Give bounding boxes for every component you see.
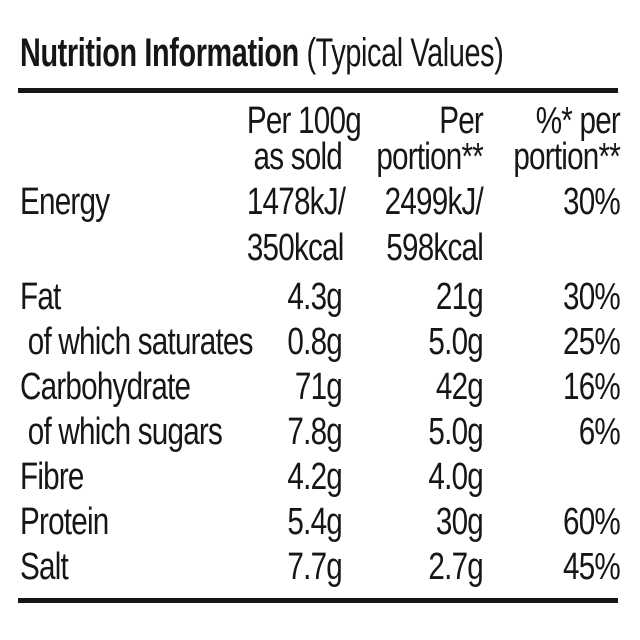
percent-value-text: 16%	[563, 366, 621, 408]
title-suffix: (Typical Values)	[298, 31, 504, 75]
per-100g-value: 7.7g	[220, 545, 342, 590]
table-header-row: Per 100g as sold Per portion** %* per po…	[20, 100, 621, 178]
nutrient-label: Fat	[20, 275, 220, 320]
per-portion-value-line1: 2499kJ/	[384, 181, 484, 223]
table-row-energy: Energy 1478kJ/ 350kcal 2499kJ/ 598kcal 3…	[20, 179, 621, 271]
per-portion-value-text: 5.0g	[428, 411, 483, 453]
nutrient-label-text: Energy	[20, 181, 110, 223]
divider-top	[18, 88, 618, 93]
header-per-portion: Per portion**	[342, 100, 484, 178]
per-portion-value: 5.0g	[342, 410, 483, 455]
header-per-portion-line2: portion**	[376, 136, 483, 178]
per-portion-value: 42g	[342, 365, 484, 410]
per-100g-value: 1478kJ/ 350kcal	[220, 179, 346, 271]
per-100g-value-text: 5.4g	[287, 501, 342, 543]
header-per-100g-line1: Per 100g	[246, 100, 362, 142]
nutrient-label: Carbohydrate	[20, 365, 220, 410]
header-per-100g-line2: as sold	[253, 136, 343, 178]
header-percent-portion: %* per portion**	[483, 100, 621, 178]
nutrient-label-text: of which saturates	[27, 321, 254, 363]
percent-value: 45%	[483, 545, 621, 590]
percent-value-text: 30%	[563, 181, 621, 223]
table-row-fat: Fat 4.3g 21g 30%	[20, 275, 621, 320]
per-portion-value-text: 2.7g	[428, 546, 483, 588]
per-portion-value: 21g	[342, 275, 484, 320]
page-title-text: Nutrition Information (Typical Values)	[20, 26, 504, 80]
per-100g-value-line1: 1478kJ/	[246, 181, 346, 223]
percent-value-text: 6%	[578, 411, 621, 453]
per-100g-value-text: 4.3g	[287, 276, 342, 318]
table-row-sugars: of which sugars 7.8g 5.0g 6%	[20, 410, 621, 455]
per-portion-value-line2: 598kcal	[386, 227, 483, 269]
nutrient-label-text: Carbohydrate	[20, 366, 191, 408]
percent-value-text: 60%	[563, 501, 621, 543]
per-portion-value: 5.0g	[342, 320, 483, 365]
header-percent-portion-line2: portion**	[513, 136, 620, 178]
percent-value: 6%	[483, 410, 621, 455]
per-100g-value-text: 7.8g	[287, 411, 342, 453]
header-per-portion-line1: Per	[439, 100, 484, 142]
percent-value-text: 45%	[563, 546, 621, 588]
nutrient-label-text: of which sugars	[27, 411, 223, 453]
nutrient-label-text: Protein	[20, 501, 109, 543]
per-portion-value-text: 4.0g	[428, 456, 483, 498]
per-100g-value: 5.4g	[220, 500, 342, 545]
percent-value	[483, 455, 620, 500]
per-100g-value: 4.3g	[220, 275, 342, 320]
table-row-saturates: of which saturates 0.8g 5.0g 25%	[20, 320, 621, 365]
table-row-salt: Salt 7.7g 2.7g 45%	[20, 545, 621, 590]
header-label-spacer	[20, 103, 220, 175]
nutrient-label: Salt	[20, 545, 220, 590]
per-portion-value-text: 30g	[435, 501, 484, 543]
per-100g-value: 4.2g	[220, 455, 342, 500]
table-row-protein: Protein 5.4g 30g 60%	[20, 500, 621, 545]
table-row-carbohydrate: Carbohydrate 71g 42g 16%	[20, 365, 621, 410]
per-100g-value-line2: 350kcal	[246, 227, 344, 269]
nutrient-label: Protein	[20, 500, 220, 545]
nutrient-label-text: Salt	[20, 546, 69, 588]
percent-value: 16%	[483, 365, 621, 410]
divider-bottom	[18, 598, 618, 603]
page-title: Nutrition Information (Typical Values)	[0, 0, 640, 80]
header-per-100g: Per 100g as sold	[220, 100, 362, 178]
per-100g-value: 7.8g	[220, 410, 342, 455]
per-100g-value-text: 7.7g	[287, 546, 342, 588]
nutrient-label-text: Fibre	[20, 456, 84, 498]
nutrient-label: Energy	[20, 179, 220, 271]
header-percent-portion-line1: %* per	[535, 100, 621, 142]
nutrient-label: Fibre	[20, 455, 220, 500]
title-main: Nutrition Information	[20, 31, 299, 75]
percent-value: 25%	[483, 320, 621, 365]
percent-value: 60%	[483, 500, 621, 545]
percent-value: 30%	[483, 275, 621, 320]
per-portion-value: 30g	[342, 500, 484, 545]
per-portion-value-text: 5.0g	[428, 321, 483, 363]
per-100g-value-text: 4.2g	[287, 456, 342, 498]
per-portion-value: 2499kJ/ 598kcal	[342, 179, 484, 271]
percent-value-text: 30%	[563, 276, 621, 318]
percent-value: 30%	[483, 179, 621, 271]
table-row-fibre: Fibre 4.2g 4.0g	[20, 455, 620, 500]
per-100g-value-text: 71g	[294, 366, 343, 408]
per-portion-value: 4.0g	[342, 455, 483, 500]
percent-value-text: 25%	[563, 321, 621, 363]
nutrient-label: of which saturates	[20, 320, 254, 365]
per-portion-value-text: 21g	[435, 276, 484, 318]
nutrient-label: of which sugars	[20, 410, 223, 455]
per-100g-value: 71g	[220, 365, 343, 410]
per-100g-value: 0.8g	[220, 320, 342, 365]
per-portion-value-text: 42g	[435, 366, 484, 408]
nutrient-label-text: Fat	[20, 276, 61, 318]
per-100g-value-text: 0.8g	[287, 321, 342, 363]
per-portion-value: 2.7g	[342, 545, 483, 590]
nutrition-table: Per 100g as sold Per portion** %* per po…	[0, 93, 640, 590]
